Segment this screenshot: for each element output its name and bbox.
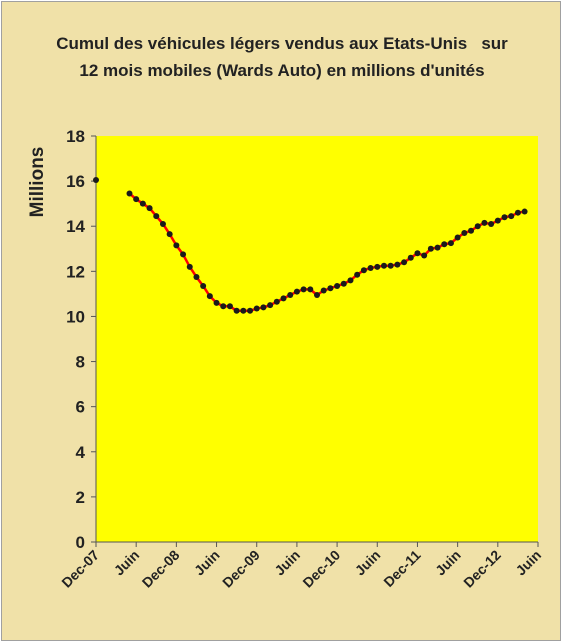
x-tick-label: Dec-07 (58, 547, 102, 591)
data-point (267, 302, 274, 309)
data-point (293, 288, 300, 295)
data-point (273, 298, 280, 305)
data-point (166, 231, 173, 238)
x-tick-label: Juin (111, 547, 143, 579)
data-point (374, 263, 381, 270)
data-point (407, 254, 414, 261)
data-point (206, 293, 213, 300)
y-tick-label: 16 (66, 172, 85, 191)
data-point (307, 286, 314, 293)
data-point (133, 196, 140, 203)
data-point (287, 292, 294, 299)
data-point (414, 250, 421, 257)
data-point (380, 262, 387, 269)
data-point (447, 240, 454, 247)
data-point (401, 259, 408, 266)
data-point (394, 261, 401, 268)
data-point (421, 252, 428, 259)
data-point (481, 219, 488, 226)
y-tick-label: 14 (66, 217, 85, 236)
data-point (494, 217, 501, 224)
y-tick-label: 4 (76, 443, 86, 462)
data-point (474, 223, 481, 230)
data-point (340, 280, 347, 287)
data-point (354, 271, 361, 278)
data-point (213, 299, 220, 306)
y-tick-label: 10 (66, 307, 85, 326)
data-point (454, 234, 461, 241)
series-layer (93, 176, 528, 314)
x-tick-label: Dec-12 (460, 547, 504, 591)
data-point (427, 245, 434, 252)
y-tick-label: 2 (76, 488, 85, 507)
data-point (186, 263, 193, 270)
data-point (159, 220, 166, 227)
data-point (200, 282, 207, 289)
x-tick-label: Juin (191, 547, 223, 579)
data-point (468, 227, 475, 234)
x-tick-label: Dec-11 (380, 547, 423, 590)
data-point (93, 176, 99, 183)
y-tick-label: 18 (66, 127, 85, 146)
y-tick-label: 12 (66, 262, 85, 281)
data-point (153, 213, 160, 220)
data-point (193, 273, 200, 280)
data-point (334, 282, 341, 289)
data-point (360, 267, 367, 274)
y-tick-label: 8 (76, 353, 85, 372)
data-point (180, 251, 187, 258)
data-point (260, 304, 267, 311)
data-point (233, 307, 240, 314)
data-point (173, 242, 180, 249)
data-point (226, 303, 233, 310)
x-tick-label: Juin (352, 547, 384, 579)
data-point (247, 307, 254, 314)
x-tick-label: Dec-10 (299, 547, 343, 591)
y-axis: 0 2 4 6 8 10 12 14 16 18 (66, 127, 97, 552)
x-tick-label: Dec-08 (139, 547, 183, 591)
data-point (488, 220, 495, 227)
data-point (521, 208, 528, 215)
data-point (320, 287, 327, 294)
data-point (461, 229, 468, 236)
x-tick-label: Juin (271, 547, 303, 579)
data-point (146, 205, 153, 212)
data-point (300, 286, 307, 293)
data-point (280, 295, 287, 302)
data-point (220, 303, 227, 310)
chart-title-line-2: 12 mois mobiles (Wards Auto) en millions… (79, 61, 485, 80)
data-point (253, 305, 260, 312)
x-tick-label: Dec-09 (219, 547, 263, 591)
data-point (314, 292, 320, 299)
data-point (501, 214, 508, 221)
plot-area (96, 136, 538, 542)
data-point (441, 241, 448, 248)
data-point (126, 190, 133, 197)
y-axis-label: Millions (27, 147, 48, 218)
data-point (327, 285, 334, 292)
data-point (434, 244, 441, 251)
data-point (367, 264, 374, 271)
x-tick-label: Juin (432, 547, 464, 579)
data-point (139, 200, 146, 207)
data-point (347, 277, 354, 284)
y-tick-label: 6 (76, 398, 85, 417)
data-point (387, 262, 394, 269)
y-tick-label: 0 (76, 533, 85, 552)
chart-title-line-1: Cumul des véhicules légers vendus aux Et… (56, 34, 508, 53)
x-tick-label: Juin (512, 547, 544, 579)
data-point (508, 213, 515, 220)
data-point (514, 209, 521, 216)
data-point (240, 307, 247, 314)
